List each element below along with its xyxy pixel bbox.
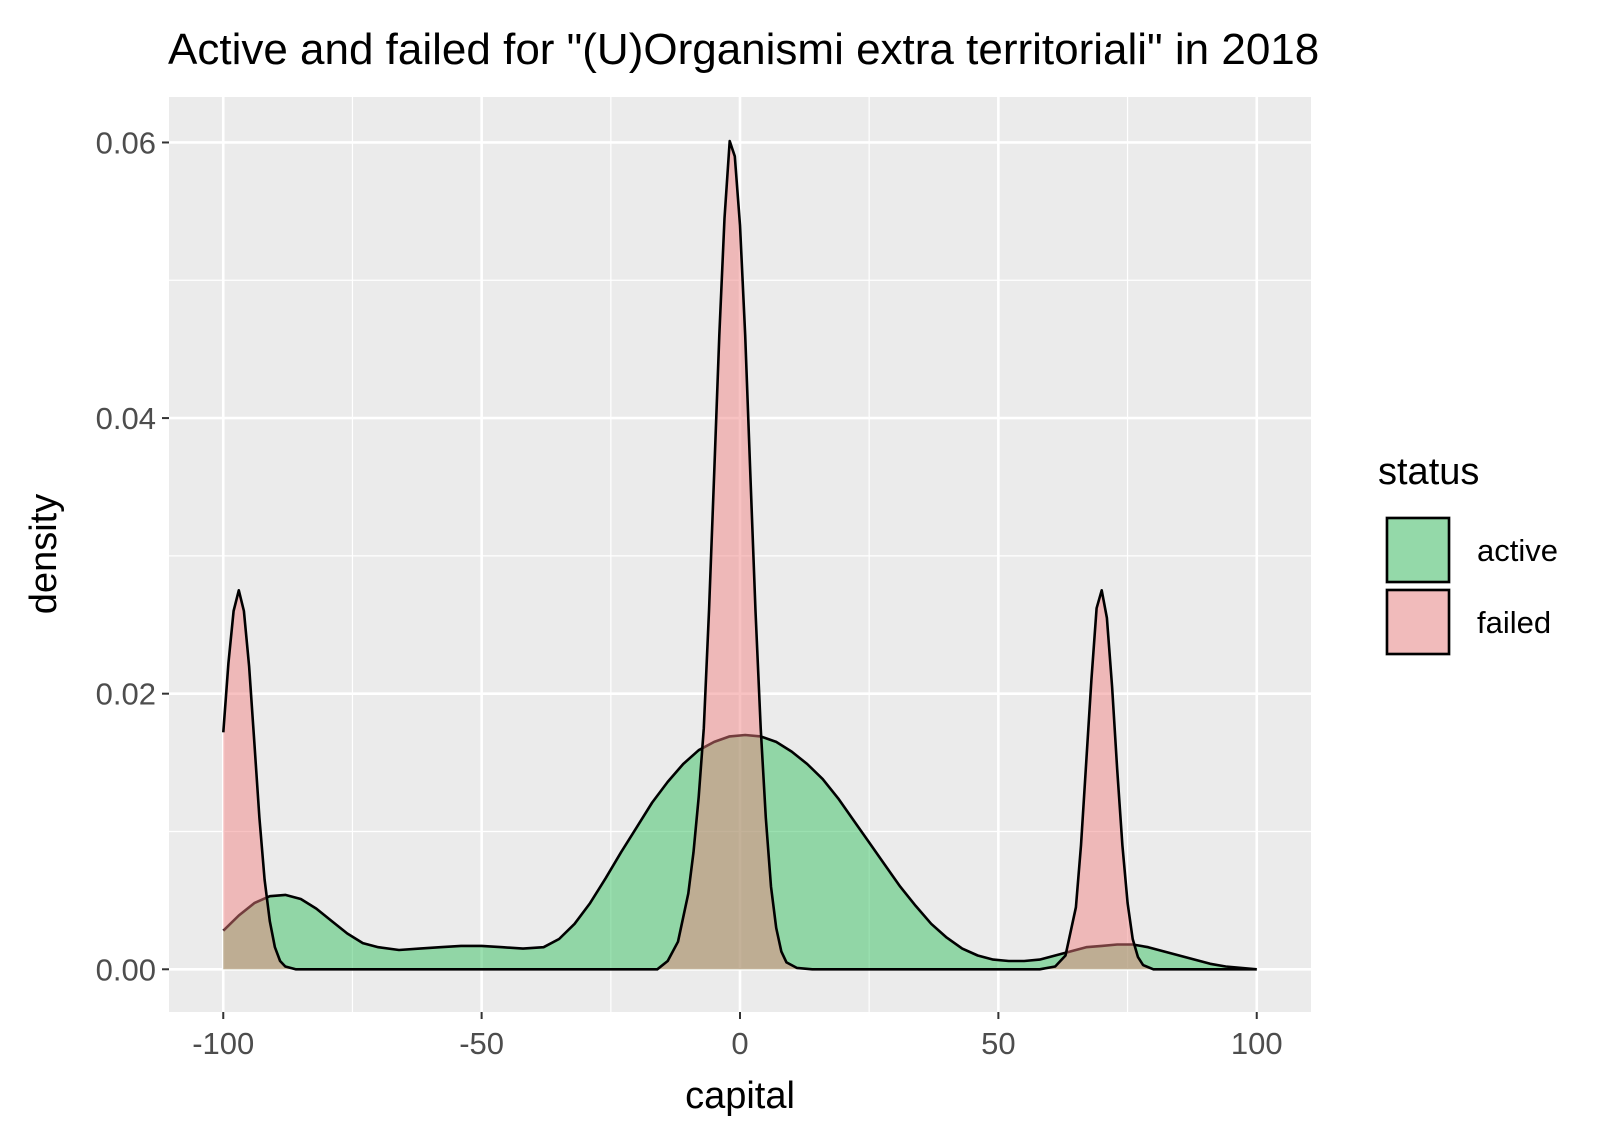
x-axis-label: capital	[685, 1075, 795, 1117]
x-tick-label: 100	[1231, 1026, 1283, 1061]
legend-key-bg-active	[1385, 516, 1451, 584]
density-area-failed	[223, 141, 1257, 970]
y-axis: 0.00 0.02 0.04 0.06	[96, 125, 169, 987]
legend-key-failed	[1385, 588, 1451, 656]
x-tick-label: 50	[981, 1026, 1015, 1061]
legend-key-active	[1385, 516, 1451, 584]
density-series	[222, 139, 1257, 971]
x-tick-label: -50	[459, 1026, 504, 1061]
x-tick-label: 0	[731, 1026, 748, 1061]
legend-key-bg-failed	[1385, 588, 1451, 656]
density-line-failed	[222, 139, 1257, 971]
x-tick-label: -100	[192, 1026, 254, 1061]
legend: status active failed	[1378, 451, 1558, 656]
density-area-active	[223, 735, 1257, 970]
y-tick-label: 0.04	[96, 401, 156, 436]
legend-label-failed: failed	[1477, 605, 1551, 640]
legend-label-active: active	[1477, 533, 1558, 568]
x-axis: -100 -50 0 50 100	[192, 1012, 1283, 1061]
chart-title: Active and failed for "(U)Organismi extr…	[168, 25, 1319, 74]
y-tick-label: 0.06	[96, 125, 156, 160]
y-tick-label: 0.00	[96, 952, 156, 987]
y-axis-label: density	[23, 494, 65, 614]
legend-title: status	[1378, 451, 1479, 493]
major-gridlines	[169, 97, 1311, 1012]
y-tick-label: 0.02	[96, 677, 156, 712]
